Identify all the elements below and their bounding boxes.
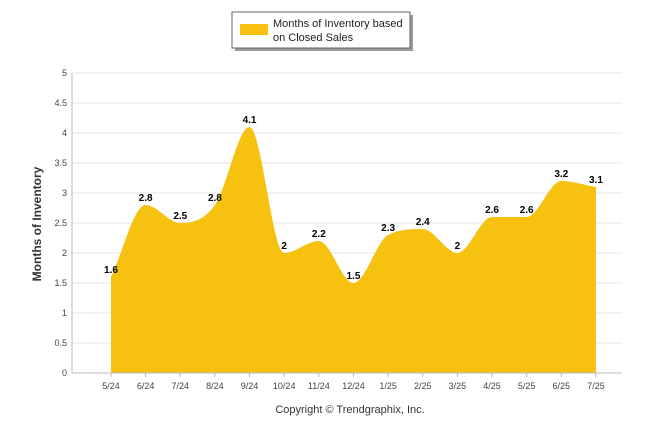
axes (71, 73, 622, 374)
x-tick-label: 7/24 (172, 381, 190, 391)
y-tick-label: 3.5 (54, 158, 67, 168)
data-label: 2.3 (381, 223, 395, 234)
x-tick-label: 5/24 (102, 381, 120, 391)
x-tick-label: 9/24 (241, 381, 259, 391)
data-label: 2.4 (416, 217, 430, 228)
x-tick-label: 5/25 (518, 381, 536, 391)
x-tick-label: 6/25 (553, 381, 571, 391)
data-label: 2.6 (520, 205, 534, 216)
y-tick-labels: 0 0.5 1 1.5 2 2.5 3 3.5 4 4.5 5 (54, 68, 67, 378)
x-tick-label: 8/24 (206, 381, 224, 391)
y-tick-label: 5 (62, 68, 67, 78)
x-tick-label: 10/24 (273, 381, 296, 391)
data-label: 1.5 (347, 271, 361, 282)
data-label: 2 (281, 241, 287, 252)
data-label: 1.6 (104, 265, 118, 276)
y-tick-label: 1 (62, 308, 67, 318)
legend-label-line-2: on Closed Sales (273, 32, 354, 44)
data-label: 3.2 (554, 169, 568, 180)
x-tick-label: 4/25 (483, 381, 501, 391)
x-tick-label: 11/24 (308, 381, 330, 391)
data-labels: 1.6 2.8 2.5 2.8 4.1 2 2.2 1.5 2.3 2.4 2 2.6 2.6 3.2 3.… (104, 115, 603, 282)
area-series (111, 127, 596, 373)
y-tick-label: 0.5 (54, 338, 67, 348)
y-axis-label: Months of Inventory (30, 166, 44, 281)
data-label: 2.6 (485, 205, 499, 216)
y-tick-label: 2 (62, 248, 67, 258)
y-tick-label: 4.5 (54, 98, 67, 108)
x-tick-label: 2/25 (414, 381, 432, 391)
data-label: 2.2 (312, 229, 326, 240)
x-tick-label: 6/24 (137, 381, 155, 391)
data-label: 2.5 (173, 211, 187, 222)
x-tick-label: 7/25 (587, 381, 605, 391)
data-label: 3.1 (589, 175, 603, 186)
x-tick-label: 12/24 (342, 381, 365, 391)
y-tick-label: 4 (62, 128, 67, 138)
data-label: 4.1 (243, 115, 257, 126)
x-tick-label: 1/25 (379, 381, 397, 391)
legend-swatch (240, 24, 268, 35)
data-label: 2.8 (208, 193, 222, 204)
data-label: 2.8 (139, 193, 153, 204)
copyright-credit: Copyright © Trendgraphix, Inc. (275, 404, 424, 416)
area-fill (111, 127, 596, 373)
legend: Months of Inventory based on Closed Sale… (231, 11, 413, 51)
data-label: 2 (455, 241, 461, 252)
y-tick-label: 1.5 (54, 278, 67, 288)
y-tick-label: 3 (62, 188, 67, 198)
y-tick-label: 2.5 (54, 218, 67, 228)
y-tick-label: 0 (62, 368, 67, 378)
legend-label-line-1: Months of Inventory based (273, 18, 403, 30)
x-tick-label: 3/25 (449, 381, 467, 391)
x-tick-labels: 5/24 6/24 7/24 8/24 9/24 10/24 11/24 12/24 1/25 2… (102, 373, 605, 391)
